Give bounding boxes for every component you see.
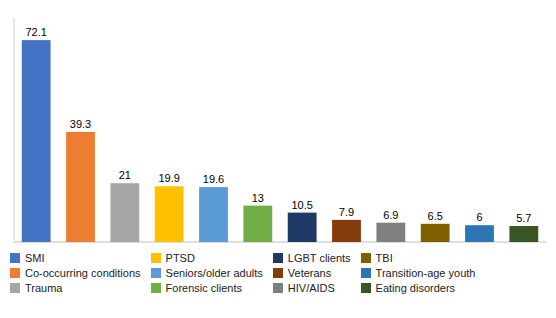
data-label: 6.9 <box>383 209 398 221</box>
data-label: 13 <box>252 192 264 204</box>
chart: 72.1 39.3 21 19.9 19.6 13 10.5 7.9 6.9 6.5 6 5.7 <box>0 0 556 250</box>
legend-swatch <box>151 268 161 278</box>
data-label: 39.3 <box>70 118 91 130</box>
data-label: 7.9 <box>339 206 354 218</box>
bar <box>332 220 361 242</box>
legend-swatch <box>273 268 283 278</box>
legend-item: HIV/AIDS <box>273 282 351 294</box>
bar <box>421 224 450 242</box>
legend-swatch <box>151 253 161 263</box>
legend-label: Eating disorders <box>376 282 456 294</box>
legend-item: Veterans <box>273 267 351 279</box>
data-labels: 72.1 39.3 21 19.9 19.6 13 10.5 7.9 6.9 6.5 6 5.7 <box>25 26 531 224</box>
legend-swatch <box>10 253 20 263</box>
legend-item: SMI <box>10 252 141 264</box>
data-label: 19.6 <box>203 173 224 185</box>
legend-label: Veterans <box>288 267 331 279</box>
legend-swatch <box>273 253 283 263</box>
data-label: 21 <box>119 169 131 181</box>
legend-label: Forensic clients <box>166 282 242 294</box>
legend-item: TBI <box>361 252 476 264</box>
data-label: 6.5 <box>428 210 443 222</box>
bars <box>22 40 538 242</box>
legend-item: Transition-age youth <box>361 267 476 279</box>
legend-swatch <box>361 283 371 293</box>
legend-item: Forensic clients <box>151 282 263 294</box>
legend-label: TBI <box>376 252 393 264</box>
legend-swatch <box>151 283 161 293</box>
legend-item: Eating disorders <box>361 282 476 294</box>
legend-swatch <box>10 268 20 278</box>
bar <box>465 225 494 242</box>
bar <box>22 40 51 242</box>
legend-label: Co-occurring conditions <box>25 267 141 279</box>
data-label: 6 <box>476 211 482 223</box>
bar <box>376 223 405 242</box>
bar <box>110 183 139 242</box>
legend: SMI Co-occurring conditions Trauma PTSD Seni… <box>0 250 556 294</box>
data-label: 72.1 <box>25 26 46 38</box>
legend-label: LGBT clients <box>288 252 351 264</box>
legend-item: Seniors/older adults <box>151 267 263 279</box>
legend-label: HIV/AIDS <box>288 282 335 294</box>
bar <box>509 226 538 242</box>
legend-swatch <box>10 283 20 293</box>
legend-label: Trauma <box>25 282 63 294</box>
legend-swatch <box>361 253 371 263</box>
legend-label: PTSD <box>166 252 195 264</box>
legend-swatch <box>273 283 283 293</box>
y-axis-line <box>14 18 15 242</box>
bar <box>66 132 95 242</box>
legend-label: Seniors/older adults <box>166 267 263 279</box>
bar <box>199 187 228 242</box>
legend-label: SMI <box>25 252 45 264</box>
bar <box>243 206 272 242</box>
bar <box>288 213 317 242</box>
data-label: 10.5 <box>291 199 312 211</box>
legend-swatch <box>361 268 371 278</box>
legend-item: Trauma <box>10 282 141 294</box>
bar <box>155 186 184 242</box>
legend-item: LGBT clients <box>273 252 351 264</box>
data-label: 5.7 <box>516 212 531 224</box>
legend-label: Transition-age youth <box>376 267 476 279</box>
data-label: 19.9 <box>158 172 179 184</box>
legend-item: PTSD <box>151 252 263 264</box>
legend-item: Co-occurring conditions <box>10 267 141 279</box>
